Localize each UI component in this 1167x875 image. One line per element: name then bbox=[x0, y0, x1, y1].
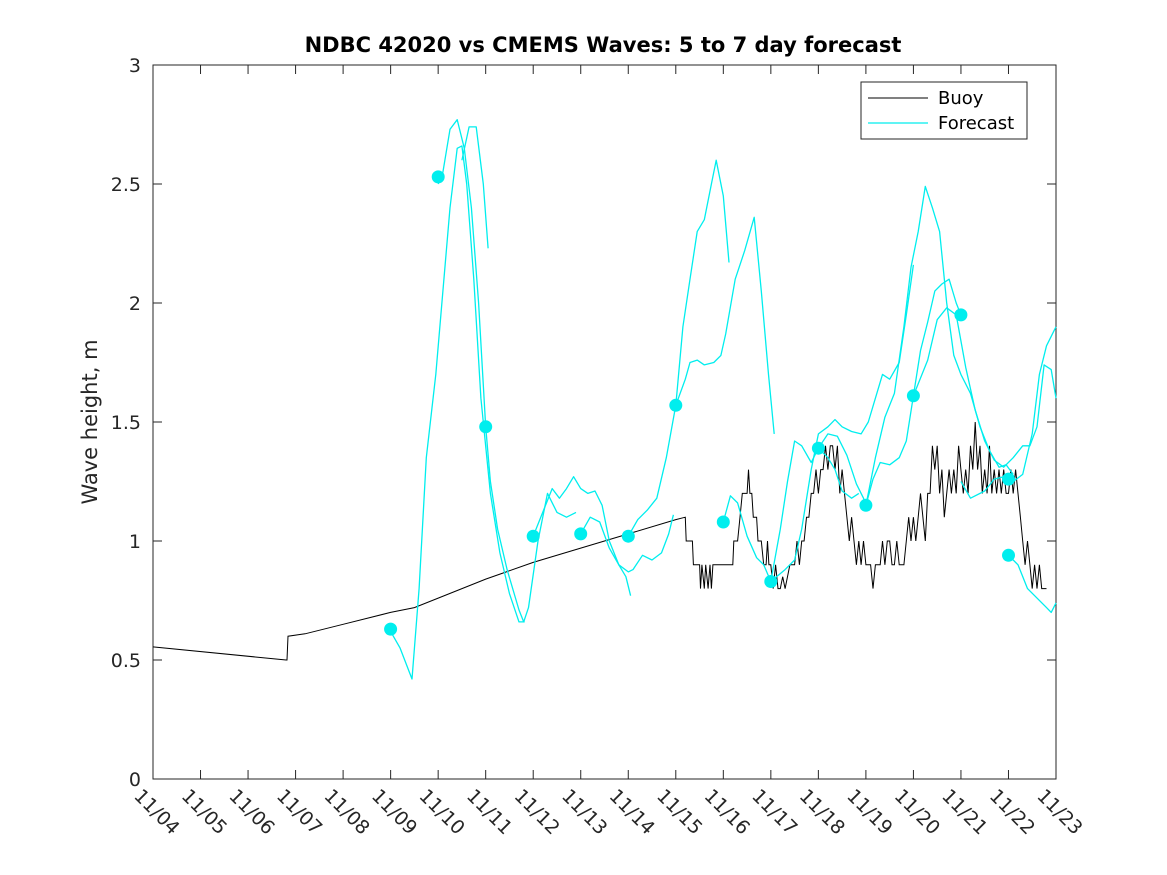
forecast-marker-5 bbox=[621, 529, 635, 543]
forecast-marker-9 bbox=[811, 441, 825, 455]
forecast-line-7 bbox=[722, 440, 860, 583]
forecast-marker-8 bbox=[764, 575, 778, 588]
forecast-marker-14 bbox=[1002, 548, 1015, 562]
forecast-marker-6 bbox=[669, 398, 683, 412]
chart-title: NDBC 42020 vs CMEMS Waves: 5 to 7 day fo… bbox=[305, 33, 902, 57]
forecast-marker-1 bbox=[431, 170, 445, 184]
y-axis-label: Wave height, m bbox=[78, 339, 102, 504]
forecast-marker-11 bbox=[906, 389, 920, 403]
forecast-line-13 bbox=[1008, 554, 1057, 614]
y-tick-label-0: 0 bbox=[129, 769, 141, 791]
forecast-line-9 bbox=[817, 278, 962, 506]
legend-box bbox=[860, 81, 1028, 140]
y-tick-label-3: 1.5 bbox=[111, 412, 141, 434]
y-tick-label-2: 1 bbox=[129, 531, 141, 553]
legend: Buoy Forecast bbox=[860, 81, 1028, 140]
forecast-marker-13 bbox=[1002, 472, 1015, 486]
forecast-line-11 bbox=[912, 307, 1057, 468]
forecast-line-4 bbox=[580, 514, 675, 573]
y-tick-label-1: 0.5 bbox=[111, 650, 141, 672]
y-tick-label-6: 3 bbox=[129, 55, 141, 77]
forecast-marker-0 bbox=[384, 622, 398, 636]
buoy-series bbox=[152, 421, 1047, 661]
legend-forecast-label: Forecast bbox=[938, 113, 1014, 134]
forecast-line-1 bbox=[437, 119, 577, 623]
legend-buoy-label: Buoy bbox=[938, 88, 984, 109]
forecast-line-8 bbox=[770, 264, 915, 582]
y-tick-label-4: 2 bbox=[129, 293, 141, 315]
plot-area bbox=[152, 64, 1057, 780]
forecast-line-5 bbox=[627, 159, 730, 537]
forecast-markers bbox=[384, 170, 1015, 636]
y-tick-label-5: 2.5 bbox=[111, 174, 141, 196]
forecast-series-group bbox=[390, 119, 1057, 680]
forecast-line-0 bbox=[390, 145, 525, 680]
forecast-marker-3 bbox=[526, 529, 540, 543]
forecast-marker-2 bbox=[479, 420, 493, 434]
forecast-line-2 bbox=[461, 126, 489, 249]
buoy-line bbox=[152, 421, 1047, 661]
forecast-marker-12 bbox=[954, 308, 968, 322]
forecast-line-12 bbox=[960, 326, 1057, 499]
forecast-marker-4 bbox=[574, 527, 588, 541]
forecast-marker-10 bbox=[859, 498, 873, 512]
forecast-marker-7 bbox=[716, 515, 730, 529]
forecast-line-6 bbox=[675, 216, 775, 434]
